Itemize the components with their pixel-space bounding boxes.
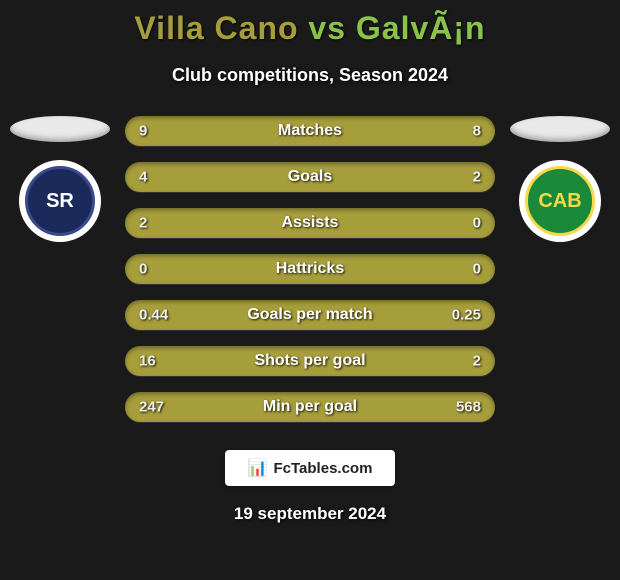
stat-row: 9 Matches 8	[125, 116, 495, 146]
page-title: Villa Cano vs GalvÃ¡n	[0, 0, 620, 47]
right-shadow-ellipse	[510, 116, 610, 142]
stat-left-value: 16	[139, 353, 156, 370]
stat-row: 4 Goals 2	[125, 162, 495, 192]
stat-label: Shots per goal	[254, 352, 365, 370]
title-vs: vs	[308, 10, 346, 46]
stat-label: Hattricks	[276, 260, 344, 278]
stats-list: 9 Matches 8 4 Goals 2 2 Assists 0 0 Hattricks 0 0.44…	[125, 116, 495, 422]
content-area: SR CAB 9 Matches 8 4 Goals 2 2 Assists 0 0 Hattric…	[0, 116, 620, 422]
stat-row: 16 Shots per goal 2	[125, 346, 495, 376]
stat-right-value: 0.25	[452, 307, 481, 324]
stat-right-value: 0	[473, 261, 481, 278]
left-crest: SR	[19, 160, 101, 242]
comparison-card: Villa Cano vs GalvÃ¡n Club competitions,…	[0, 0, 620, 580]
left-crest-inner: SR	[25, 166, 95, 236]
fctables-badge: 📊 FcTables.com	[225, 450, 395, 486]
stat-right-value: 2	[473, 169, 481, 186]
stat-left-value: 247	[139, 399, 164, 416]
left-crest-block: SR	[0, 116, 120, 242]
title-player1: Villa Cano	[134, 10, 298, 46]
stat-right-value: 0	[473, 215, 481, 232]
stat-label: Min per goal	[263, 398, 357, 416]
fctables-text: FcTables.com	[274, 460, 373, 477]
subtitle: Club competitions, Season 2024	[0, 65, 620, 86]
stat-left-value: 9	[139, 123, 147, 140]
stat-left-value: 2	[139, 215, 147, 232]
stat-right-value: 568	[456, 399, 481, 416]
stat-right-value: 8	[473, 123, 481, 140]
chart-icon: 📊	[248, 458, 268, 478]
stat-row: 247 Min per goal 568	[125, 392, 495, 422]
right-crest-inner: CAB	[525, 166, 595, 236]
stat-label: Goals per match	[247, 306, 372, 324]
right-crest-block: CAB	[500, 116, 620, 242]
stat-row: 0 Hattricks 0	[125, 254, 495, 284]
title-player2: GalvÃ¡n	[356, 10, 486, 46]
stat-left-value: 0	[139, 261, 147, 278]
stat-left-value: 0.44	[139, 307, 168, 324]
left-shadow-ellipse	[10, 116, 110, 142]
date-text: 19 september 2024	[0, 504, 620, 524]
stat-row: 2 Assists 0	[125, 208, 495, 238]
stat-label: Matches	[278, 122, 342, 140]
stat-label: Goals	[288, 168, 332, 186]
stat-row: 0.44 Goals per match 0.25	[125, 300, 495, 330]
stat-right-value: 2	[473, 353, 481, 370]
stat-label: Assists	[282, 214, 339, 232]
stat-left-value: 4	[139, 169, 147, 186]
right-crest: CAB	[519, 160, 601, 242]
